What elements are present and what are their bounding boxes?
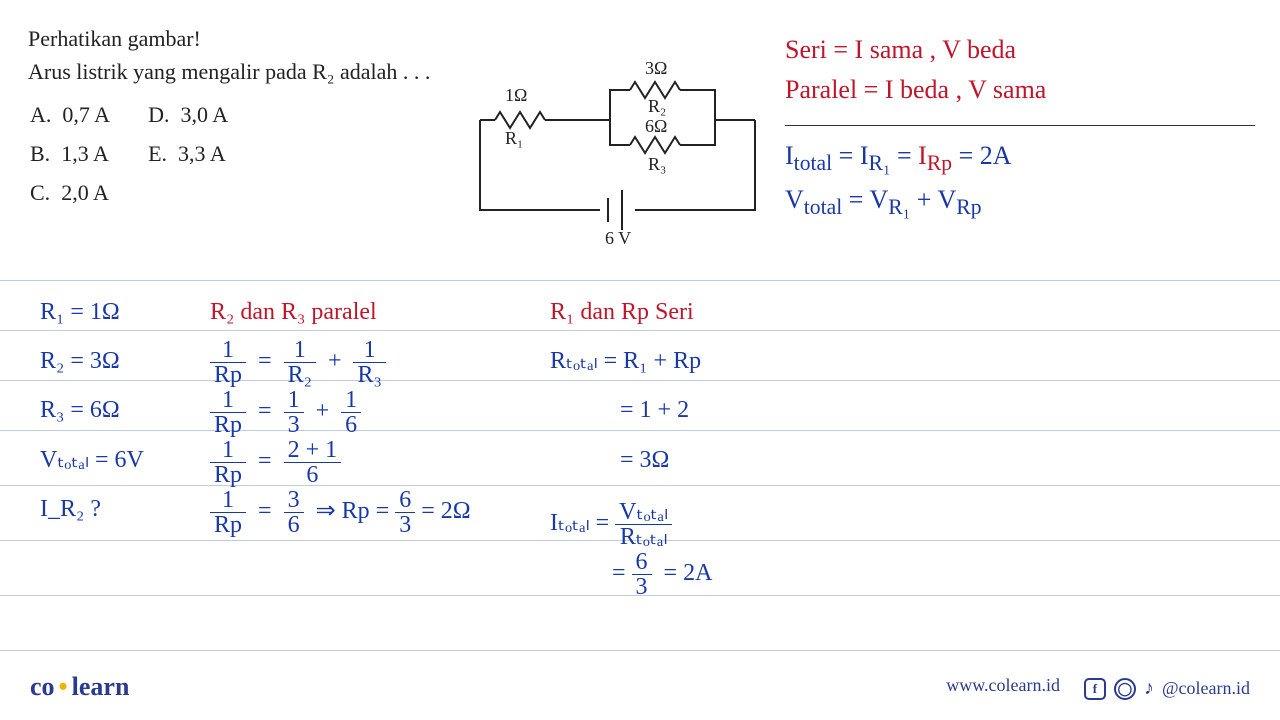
option-d: D. 3,0 A xyxy=(148,96,264,133)
voltage-label: 6 V xyxy=(605,228,631,249)
series-calc: R₁ dan Rp Seri Rₜₒₜₐₗ = R₁ + Rp = 1 + 2 … xyxy=(550,288,850,599)
rtotal-eq2: = 1 + 2 xyxy=(550,386,850,435)
itotal-result: = 63 = 2A xyxy=(550,549,850,599)
rp-eq3: 1Rp = 2 + 16 xyxy=(210,437,530,487)
rp-eq2: 1Rp = 13 + 16 xyxy=(210,387,530,437)
r2-value: 3Ω xyxy=(645,58,667,79)
r1-label: R₁ xyxy=(505,128,523,149)
note-itotal: Itotal = IR₁ = IRp = 2A xyxy=(785,136,1265,181)
instagram-icon: ◯ xyxy=(1114,678,1136,700)
parallel-calc: R₂ dan R₃ paralel 1Rp = 1R₂ + 1R₃ 1Rp = … xyxy=(210,288,530,537)
option-e: E. 3,3 A xyxy=(148,135,264,172)
r3-value: 6Ω xyxy=(645,116,667,137)
given-values: R₁ = 1Ω R₂ = 3Ω R₃ = 6Ω Vₜₒₜₐₗ = 6V I_R₂… xyxy=(40,288,200,534)
note-parallel: Paralel = I beda , V sama xyxy=(785,70,1265,110)
concept-notes: Seri = I sama , V beda Paralel = I beda … xyxy=(785,30,1265,225)
tiktok-icon: ♪ xyxy=(1144,677,1154,700)
option-c: C. 2,0 A xyxy=(30,174,146,211)
given-vt: Vₜₒₜₐₗ = 6V xyxy=(40,436,200,485)
options-table: A. 0,7 A D. 3,0 A B. 1,3 A E. 3,3 A C. 2… xyxy=(28,94,266,213)
given-r3: R₃ = 6Ω xyxy=(40,386,200,435)
social-block: f ◯ ♪ @colearn.id xyxy=(1084,677,1250,700)
facebook-icon: f xyxy=(1084,678,1106,700)
rtotal-eq1: Rₜₒₜₐₗ = R₁ + Rp xyxy=(550,337,850,386)
footer: co•learn www.colearn.id f ◯ ♪ @colearn.i… xyxy=(0,668,1280,708)
question-line2: Arus listrik yang mengalir pada R₂ adala… xyxy=(28,55,448,88)
parallel-title: R₂ dan R₃ paralel xyxy=(210,288,530,337)
question-block: Perhatikan gambar! Arus listrik yang men… xyxy=(28,22,448,213)
asked-ir2: I_R₂ ? xyxy=(40,485,200,534)
site-url: www.colearn.id xyxy=(946,675,1060,696)
r3-label: R₃ xyxy=(648,154,666,175)
question-line1: Perhatikan gambar! xyxy=(28,22,448,55)
option-b: B. 1,3 A xyxy=(30,135,146,172)
series-title: R₁ dan Rp Seri xyxy=(550,288,850,337)
rp-eq4: 1Rp = 36 ⇒ Rp = 63 = 2Ω xyxy=(210,487,530,537)
note-seri: Seri = I sama , V beda xyxy=(785,30,1265,70)
r1-value: 1Ω xyxy=(505,85,527,106)
brand-logo: co•learn xyxy=(30,672,129,702)
separator-line xyxy=(785,125,1255,126)
option-a: A. 0,7 A xyxy=(30,96,146,133)
social-handle: @colearn.id xyxy=(1162,678,1250,699)
given-r1: R₁ = 1Ω xyxy=(40,288,200,337)
itotal-frac: Iₜₒₜₐₗ = VₜₒₜₐₗRₜₒₜₐₗ xyxy=(550,499,850,549)
rtotal-eq3: = 3Ω xyxy=(550,436,850,485)
r2-label: R₂ xyxy=(648,96,666,117)
given-r2: R₂ = 3Ω xyxy=(40,337,200,386)
note-vtotal: Vtotal = VR₁ + VRp xyxy=(785,180,1265,225)
rp-eq1: 1Rp = 1R₂ + 1R₃ xyxy=(210,337,530,387)
circuit-diagram: 1Ω R₁ 3Ω R₂ 6Ω R₃ 6 V xyxy=(470,60,765,245)
